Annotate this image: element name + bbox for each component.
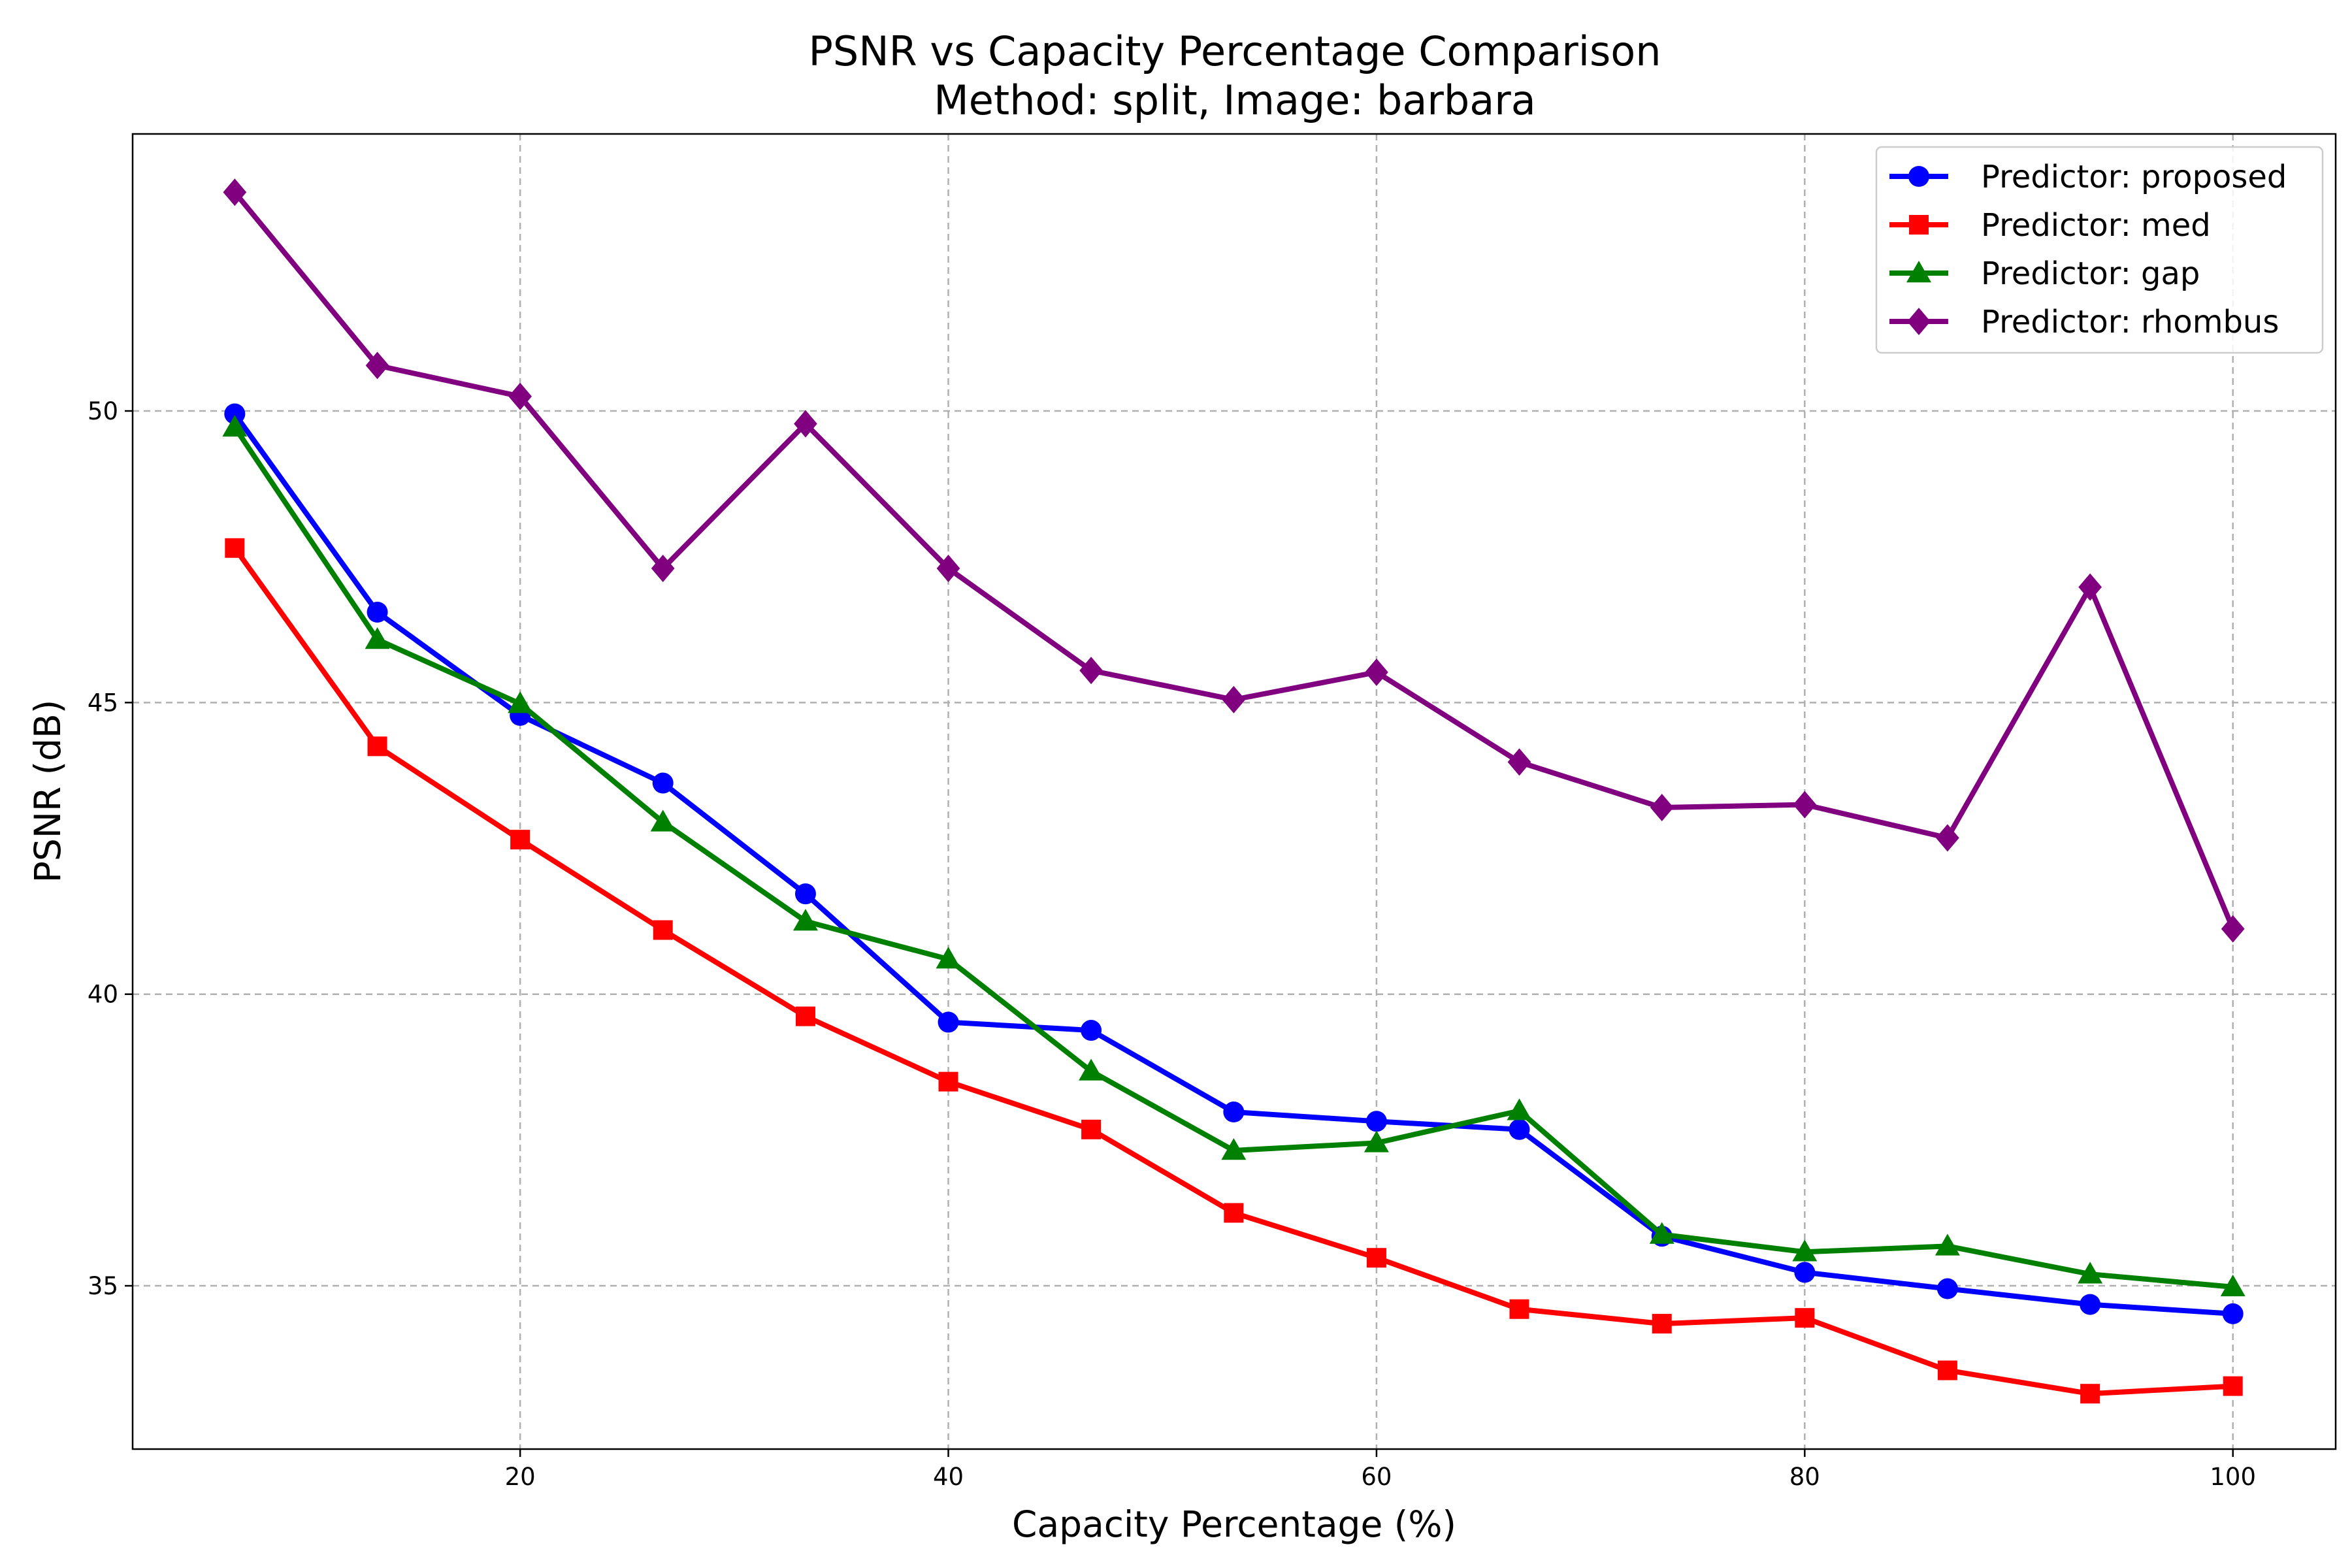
data-point: [651, 555, 675, 583]
data-point: [1079, 657, 1103, 685]
legend-label: Predictor: rhombus: [1981, 304, 2279, 340]
data-point: [222, 415, 248, 437]
data-point: [1795, 1308, 1815, 1328]
data-point: [1223, 1102, 1245, 1123]
data-point: [1509, 1119, 1530, 1140]
data-point: [1366, 1248, 1386, 1268]
data-point: [1652, 1314, 1672, 1334]
legend-item: Predictor: med: [1889, 207, 2211, 244]
legend-marker: [1907, 308, 1931, 335]
data-point: [223, 178, 247, 206]
data-point: [365, 627, 390, 649]
legend-marker: [1909, 215, 1929, 235]
legend-label: Predictor: proposed: [1981, 159, 2287, 195]
series-square: [225, 538, 2243, 1404]
x-tick-label: 80: [1789, 1463, 1820, 1491]
data-point: [1507, 748, 1531, 776]
y-tick-label: 35: [88, 1272, 118, 1300]
data-point: [1650, 794, 1674, 822]
data-point: [1507, 1098, 1532, 1120]
x-tick-label: 60: [1361, 1463, 1392, 1491]
y-tick-label: 45: [88, 689, 118, 717]
data-point: [650, 809, 676, 832]
data-point: [367, 736, 387, 757]
data-point: [2078, 573, 2102, 601]
legend-item: Predictor: proposed: [1889, 159, 2287, 195]
data-point: [938, 1011, 959, 1033]
data-point: [2223, 1376, 2243, 1396]
data-point: [367, 602, 388, 623]
legend: Predictor: proposed Predictor: med Predict…: [1875, 146, 2324, 354]
data-point: [1649, 1222, 1674, 1244]
data-point: [2220, 1274, 2246, 1297]
x-tick-label: 20: [505, 1463, 536, 1491]
legend-item: Predictor: gap: [1889, 255, 2200, 292]
y-tick-label: 50: [88, 397, 118, 425]
data-point: [936, 555, 960, 583]
data-point: [1081, 1119, 1102, 1139]
data-point: [1365, 658, 1388, 686]
series-group: [222, 178, 2246, 1404]
data-point: [2221, 915, 2245, 943]
data-point: [508, 382, 532, 410]
x-tick-label: 40: [933, 1463, 964, 1491]
axis-ticks: 20 40 60 80 100 35 40 45 50: [88, 397, 2256, 1491]
data-point: [792, 909, 818, 931]
data-point: [795, 1006, 815, 1026]
legend-label: Predictor: med: [1981, 207, 2211, 244]
data-point: [653, 920, 673, 940]
legend-label: Predictor: gap: [1981, 255, 2200, 292]
data-point: [1936, 824, 1959, 852]
legend-box: [1875, 146, 2324, 354]
data-point: [225, 538, 245, 558]
series-diamond: [223, 178, 2245, 943]
series-circle: [224, 403, 2244, 1324]
data-point: [1937, 1360, 1957, 1380]
y-tick-label: 40: [88, 981, 118, 1009]
data-point: [1081, 1020, 1102, 1041]
x-tick-label: 100: [2210, 1463, 2256, 1491]
data-point: [1224, 1203, 1244, 1223]
legend-marker: [1906, 261, 1931, 283]
data-point: [1079, 1058, 1104, 1081]
data-point: [794, 883, 816, 905]
data-point: [1222, 685, 1246, 713]
data-point: [938, 1071, 958, 1092]
data-point: [1792, 1239, 1818, 1262]
data-point: [2222, 1303, 2244, 1324]
data-point: [1364, 1130, 1389, 1152]
data-point: [510, 830, 531, 850]
plot-frame: [131, 133, 2337, 1450]
legend-item: Predictor: rhombus: [1889, 304, 2279, 340]
data-point: [365, 351, 389, 380]
data-point: [1221, 1137, 1247, 1160]
data-point: [1936, 1278, 1958, 1299]
data-point: [936, 947, 961, 969]
data-point: [508, 691, 533, 713]
data-point: [1793, 791, 1817, 819]
legend-marker: [1908, 166, 1929, 187]
data-point: [224, 403, 246, 425]
data-point: [1935, 1233, 1960, 1256]
data-point: [2080, 1384, 2100, 1404]
data-point: [2080, 1294, 2101, 1315]
y-axis-label: PSNR (dB): [27, 700, 69, 883]
data-point: [1509, 1299, 1529, 1319]
data-point: [1365, 1111, 1387, 1132]
chart-subtitle: Method: split, Image: barbara: [934, 76, 1535, 124]
chart-title: PSNR vs Capacity Percentage Comparison: [809, 27, 1661, 75]
series-triangle: [222, 415, 2246, 1297]
data-point: [2078, 1262, 2103, 1284]
data-point: [794, 410, 817, 438]
data-point: [1794, 1262, 1816, 1283]
x-axis-label: Capacity Percentage (%): [1012, 1503, 1456, 1545]
data-point: [652, 772, 674, 794]
